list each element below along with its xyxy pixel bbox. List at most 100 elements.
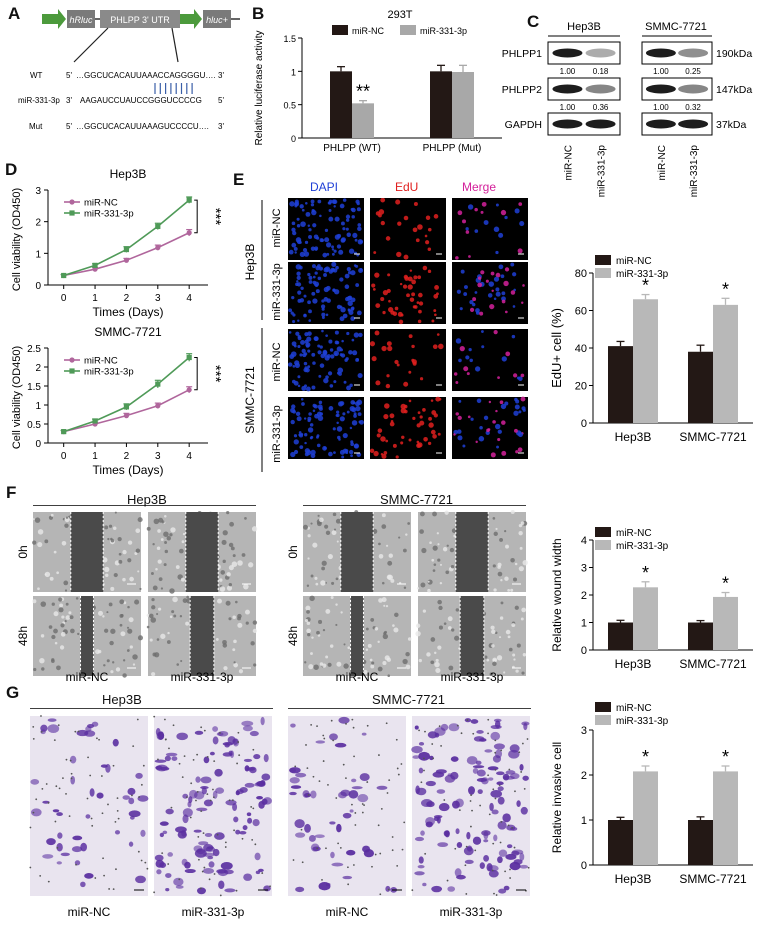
cell-nucleus	[310, 453, 316, 459]
cell-texture	[167, 631, 170, 635]
membrane-pore	[513, 846, 516, 849]
cell-texture	[164, 541, 168, 544]
cell-nucleus	[318, 266, 323, 271]
cell-texture	[219, 578, 223, 582]
cell-texture	[508, 647, 513, 652]
cell-nucleus	[301, 402, 305, 406]
cell-texture	[433, 651, 437, 655]
invaded-cell	[418, 767, 424, 774]
data-point	[155, 381, 161, 387]
legend-label: miR-NC	[616, 703, 652, 714]
cell-texture	[332, 512, 337, 517]
cell-nucleus	[425, 215, 431, 220]
invaded-cell	[40, 729, 46, 735]
wt-3prime: 3'	[218, 71, 224, 80]
membrane-pore	[521, 742, 524, 745]
blot-quant: 0.25	[685, 67, 701, 76]
cell-nucleus	[419, 377, 424, 381]
membrane-pore	[327, 784, 329, 786]
cell-nucleus	[501, 450, 507, 456]
cell-texture	[37, 542, 43, 548]
cell-nucleus	[300, 397, 304, 401]
cell-texture	[228, 565, 234, 571]
cell-texture	[521, 607, 527, 613]
membrane-pore	[198, 858, 200, 861]
membrane-pore	[233, 829, 235, 832]
cell-texture	[171, 610, 175, 614]
cell-texture	[151, 605, 156, 610]
cell-nucleus	[321, 315, 325, 319]
cell-texture	[325, 655, 329, 659]
data-point	[92, 262, 98, 268]
cell-nucleus	[417, 275, 422, 280]
col-edu-label: EdU	[395, 180, 419, 194]
membrane-pore	[108, 888, 111, 890]
cell-nucleus	[307, 300, 311, 305]
cell-nucleus	[499, 400, 504, 405]
cell-texture	[335, 603, 338, 606]
cell-texture	[418, 658, 422, 663]
cell-texture	[392, 624, 395, 627]
invaded-cell	[418, 856, 424, 864]
invaded-cell	[255, 870, 261, 875]
cell-nucleus	[520, 373, 525, 378]
membrane-pore	[197, 835, 200, 838]
cell-nucleus	[485, 279, 489, 283]
cell-nucleus	[518, 410, 522, 414]
cell-texture	[316, 521, 322, 527]
x-tick-label: 4	[186, 451, 192, 462]
invaded-cell	[202, 867, 215, 874]
membrane-pore	[219, 732, 221, 734]
cell-nucleus	[433, 309, 437, 313]
legend-label: miR-331-3p	[616, 541, 669, 552]
cell-nucleus	[408, 438, 412, 442]
cell-nucleus	[351, 207, 356, 213]
cell-nucleus	[321, 307, 325, 311]
cell-texture	[512, 653, 516, 657]
membrane-pore	[366, 724, 369, 727]
cell-texture	[37, 529, 44, 535]
invaded-cell	[254, 852, 261, 861]
cell-texture	[217, 598, 222, 604]
cell-nucleus	[395, 199, 401, 205]
cell-texture	[170, 527, 176, 533]
cell-nucleus	[328, 216, 334, 222]
membrane-pore	[523, 787, 526, 790]
invaded-cell	[263, 753, 269, 763]
membrane-pore	[487, 774, 490, 777]
membrane-pore	[498, 784, 501, 787]
invaded-cell	[201, 787, 207, 795]
cell-nucleus	[319, 363, 325, 368]
category-label: PHLPP (Mut)	[423, 143, 482, 154]
column-label: miR-NC	[68, 905, 111, 919]
cell-nucleus	[350, 307, 355, 311]
cell-texture	[152, 543, 155, 546]
membrane-pore	[112, 764, 115, 767]
cell-nucleus	[463, 292, 468, 296]
y-tick-label: 0	[291, 134, 296, 144]
invaded-cell	[224, 742, 230, 748]
cell-texture	[102, 615, 105, 618]
cell-texture	[58, 607, 64, 613]
cell-nucleus	[328, 209, 332, 212]
cell-nucleus	[470, 417, 474, 421]
cell-nucleus	[501, 299, 506, 304]
cell-nucleus	[392, 443, 397, 448]
cell-texture	[126, 649, 130, 652]
cell-texture	[433, 563, 437, 566]
invaded-cell	[171, 756, 178, 762]
cell-texture	[127, 540, 133, 545]
invaded-cell	[244, 782, 255, 788]
cell-texture	[324, 524, 329, 529]
cell-nucleus	[392, 311, 398, 316]
cell-nucleus	[292, 319, 296, 324]
membrane-pore	[391, 849, 394, 852]
blot-lane-label: miR-331-3p	[597, 145, 608, 198]
membrane-pore	[472, 732, 475, 735]
cell-texture	[518, 523, 523, 528]
cell-texture	[510, 509, 515, 515]
cell-texture	[135, 528, 141, 534]
cell-nucleus	[298, 431, 302, 434]
category-label: SMMC-7721	[679, 657, 747, 671]
membrane-pore	[458, 809, 461, 811]
